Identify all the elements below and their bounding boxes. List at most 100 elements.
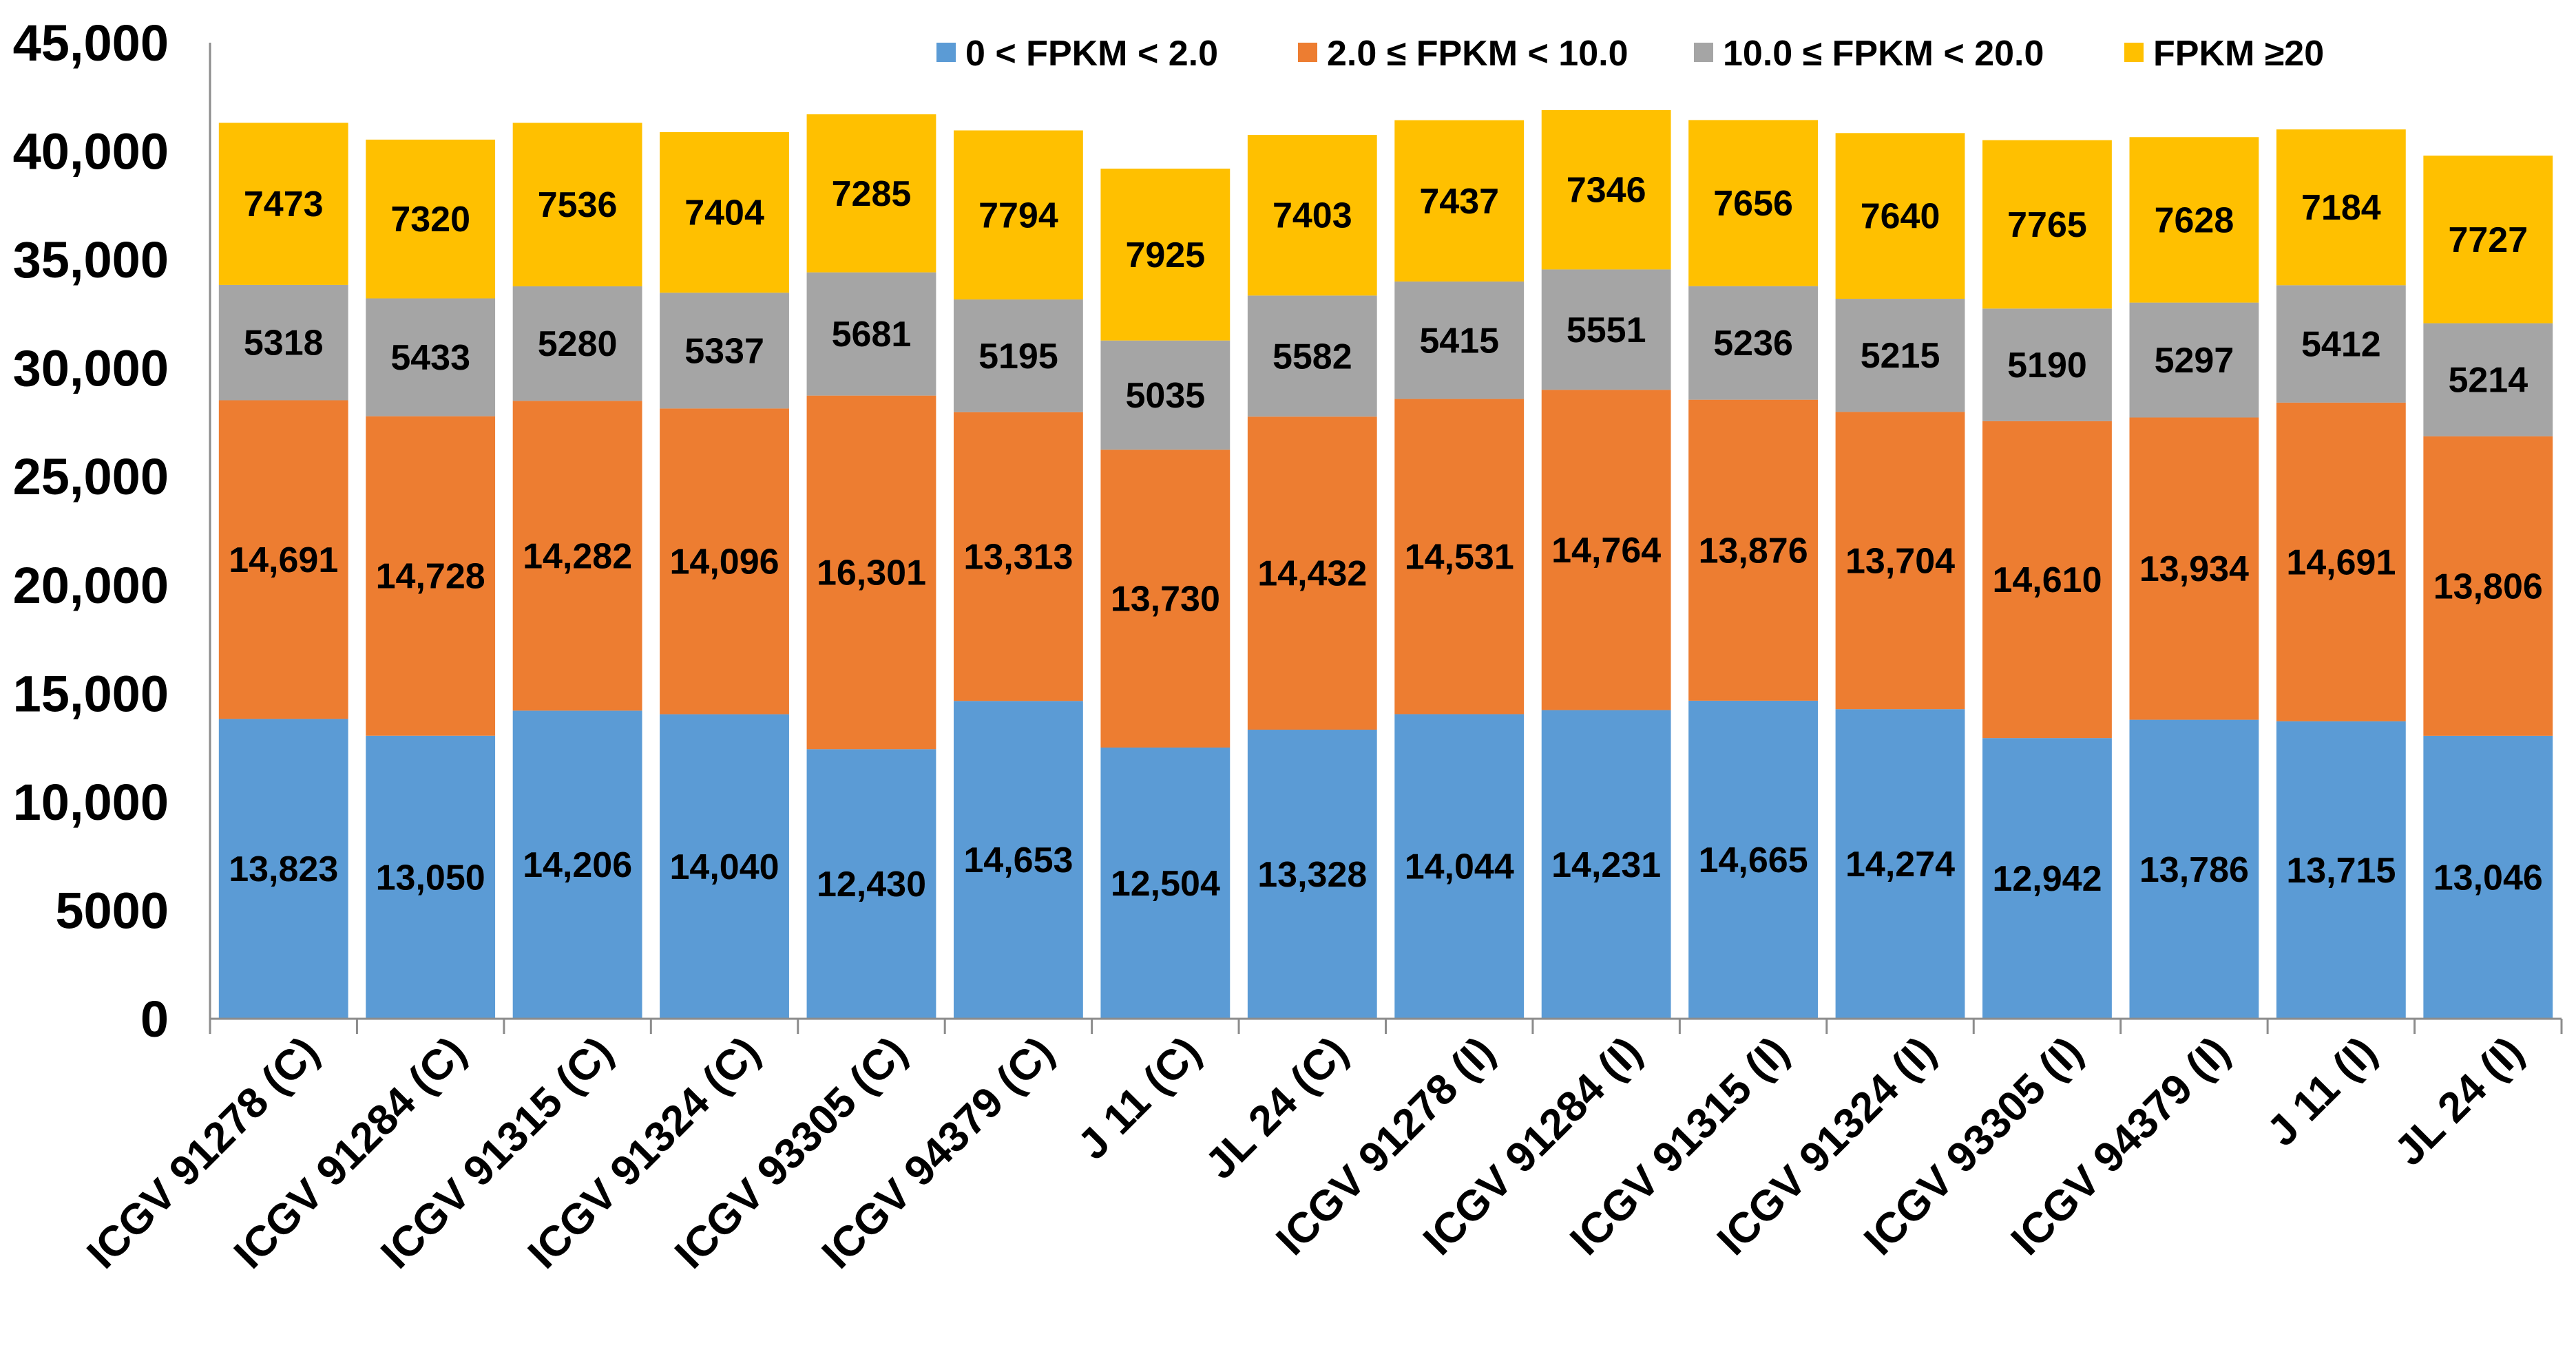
data-label: 7437 <box>1419 182 1499 222</box>
bar-segment <box>1835 133 1965 299</box>
bar-segment <box>1394 120 1525 282</box>
legend: 0 < FPKM < 2.0 2.0 ≤ FPKM < 10.0 10.0 ≤ FP… <box>936 34 2324 74</box>
bar-segment <box>1541 109 1671 270</box>
data-label: 13,730 <box>1111 580 1220 620</box>
bar-segment <box>1835 709 1965 1019</box>
bar-segment <box>953 299 1083 412</box>
data-label: 14,665 <box>1699 840 1808 880</box>
bar-segment <box>2423 156 2553 324</box>
bar-segment <box>1835 412 1965 710</box>
bar-segment <box>806 272 936 396</box>
y-tick-label: 45,000 <box>13 14 169 72</box>
data-label: 7765 <box>2007 205 2087 245</box>
data-label: 13,876 <box>1699 531 1808 571</box>
bar-segment <box>1688 700 1819 1019</box>
data-label: 5190 <box>2007 346 2087 385</box>
data-label: 5195 <box>978 337 1058 377</box>
x-tick-label: J 11 (I) <box>2258 1028 2385 1155</box>
bar-segment <box>1982 421 2112 739</box>
data-label: 14,610 <box>1992 560 2102 600</box>
data-label: 7404 <box>684 193 764 233</box>
data-label: 12,942 <box>1992 859 2102 899</box>
data-label: 5582 <box>1273 337 1352 377</box>
data-label: 14,531 <box>1405 538 1514 578</box>
legend-label: FPKM ≥20 <box>2153 34 2324 74</box>
bar-segment <box>1982 738 2112 1019</box>
y-tick-label: 35,000 <box>13 231 169 288</box>
data-label: 14,728 <box>376 557 485 597</box>
data-label: 14,764 <box>1551 531 1661 571</box>
y-tick-label: 20,000 <box>13 557 169 614</box>
bar-segment <box>218 123 348 285</box>
bar-segment <box>512 286 642 401</box>
data-label: 12,504 <box>1111 864 1220 904</box>
bar-segment <box>2276 129 2406 286</box>
data-label: 7628 <box>2155 200 2234 240</box>
bar-segment <box>806 395 936 750</box>
legend-label: 2.0 ≤ FPKM < 10.0 <box>1327 34 1629 74</box>
bar-segment <box>660 408 789 715</box>
data-label: 5236 <box>1713 324 1793 363</box>
data-label: 7925 <box>1126 235 1206 275</box>
bar-segment <box>218 400 348 719</box>
data-label: 5337 <box>684 331 764 371</box>
data-label: 5280 <box>538 324 618 364</box>
data-label: 14,653 <box>963 840 1073 880</box>
bar-segment <box>512 710 642 1019</box>
data-label: 14,691 <box>229 540 338 580</box>
data-label: 12,430 <box>817 865 926 905</box>
data-label: 14,206 <box>523 845 632 885</box>
bar-segment <box>2129 137 2259 303</box>
data-label: 7794 <box>978 195 1058 235</box>
bar-segment <box>2129 719 2259 1019</box>
bar-segment <box>1394 399 1525 715</box>
bar-segment <box>2276 285 2406 403</box>
legend-swatch <box>1694 43 1713 62</box>
bar-segment <box>660 714 789 1019</box>
legend-swatch <box>2124 43 2144 62</box>
bar-segment <box>2276 402 2406 721</box>
data-label: 14,282 <box>523 536 632 576</box>
data-label: 13,313 <box>963 538 1073 578</box>
data-label: 14,044 <box>1405 847 1514 887</box>
bar-segment <box>806 114 936 273</box>
data-label: 7727 <box>2448 220 2528 260</box>
bar-segment <box>953 130 1083 300</box>
data-label: 7320 <box>390 200 470 240</box>
bar-segment <box>512 401 642 711</box>
bar-segment <box>660 131 789 293</box>
data-label: 14,096 <box>670 542 779 582</box>
bar-segment <box>1688 120 1819 286</box>
data-label: 7536 <box>538 185 618 225</box>
data-label: 13,786 <box>2139 850 2249 890</box>
bar-segment <box>218 284 348 401</box>
bar-segment <box>1100 449 1231 748</box>
data-label: 5215 <box>1861 336 1940 376</box>
data-label: 14,231 <box>1551 845 1661 885</box>
bar-segment <box>1688 286 1819 400</box>
bar-segment <box>366 416 496 736</box>
bar-segment <box>1247 730 1377 1019</box>
data-label: 13,328 <box>1257 855 1367 895</box>
data-label: 13,823 <box>229 849 338 889</box>
x-tick-label: JL 24 (I) <box>2386 1028 2533 1175</box>
bar-segment <box>1247 416 1377 730</box>
data-label: 5415 <box>1419 321 1499 361</box>
data-label: 7640 <box>1861 197 1940 237</box>
bar-segment <box>1100 747 1231 1019</box>
data-label: 16,301 <box>817 553 926 593</box>
bar-segment <box>1247 135 1377 296</box>
data-label: 13,046 <box>2433 858 2543 898</box>
data-label: 7184 <box>2301 188 2381 228</box>
data-label: 5214 <box>2448 361 2528 401</box>
bar-segment <box>660 293 789 409</box>
legend-label: 10.0 ≤ FPKM < 20.0 <box>1723 34 2044 74</box>
y-tick-label: 10,000 <box>13 774 169 831</box>
data-label: 7346 <box>1567 171 1646 211</box>
bar-segment <box>2276 721 2406 1019</box>
data-label: 13,715 <box>2286 851 2396 891</box>
data-label: 5551 <box>1567 310 1646 350</box>
data-label: 7285 <box>832 174 912 214</box>
data-label: 5433 <box>390 338 470 378</box>
